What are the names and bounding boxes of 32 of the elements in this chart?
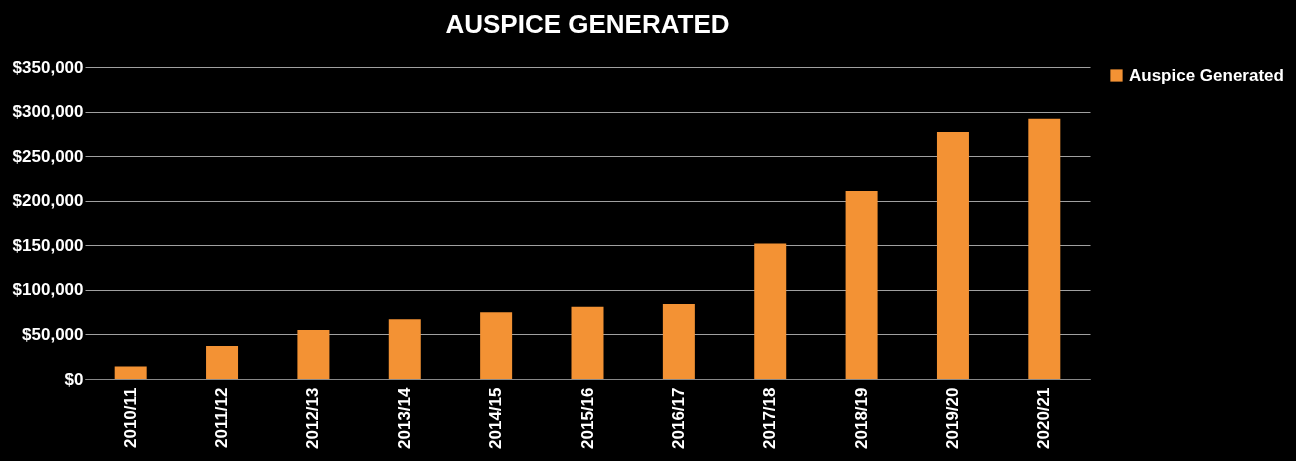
bar [845,190,878,379]
bar [206,346,239,379]
y-tick-label: $0 [64,369,84,389]
y-tick-label: $150,000 [12,235,84,255]
x-tick-label: 2012/13 [303,387,323,449]
bar [480,312,513,379]
x-tick-label: 2017/18 [760,387,780,449]
x-tick-label: 2018/19 [851,387,871,449]
bar [297,329,330,379]
legend-label: Auspice Generated [1129,65,1284,85]
x-tick-label: 2010/11 [120,387,140,449]
y-tick-label: $350,000 [12,57,84,77]
bar [936,132,969,379]
y-tick-label: $250,000 [12,146,84,166]
y-tick-label: $50,000 [22,324,84,344]
y-tick-label: $200,000 [12,191,84,211]
bar [571,306,604,379]
x-tick-label: 2016/17 [668,387,688,449]
x-tick-label: 2015/16 [577,387,597,449]
bar [114,366,147,379]
bar [1028,118,1061,379]
bar [388,319,421,379]
y-tick-label: $300,000 [12,102,84,122]
chart-title: AUSPICE GENERATED [445,9,730,39]
x-tick-label: 2020/21 [1034,387,1054,449]
bar [754,243,787,379]
x-tick-label: 2019/20 [942,387,962,449]
x-tick-label: 2011/12 [212,387,232,449]
bar [662,304,695,379]
x-tick-label: 2014/15 [486,387,506,449]
x-tick-label: 2013/14 [394,386,414,449]
y-tick-label: $100,000 [12,280,84,300]
